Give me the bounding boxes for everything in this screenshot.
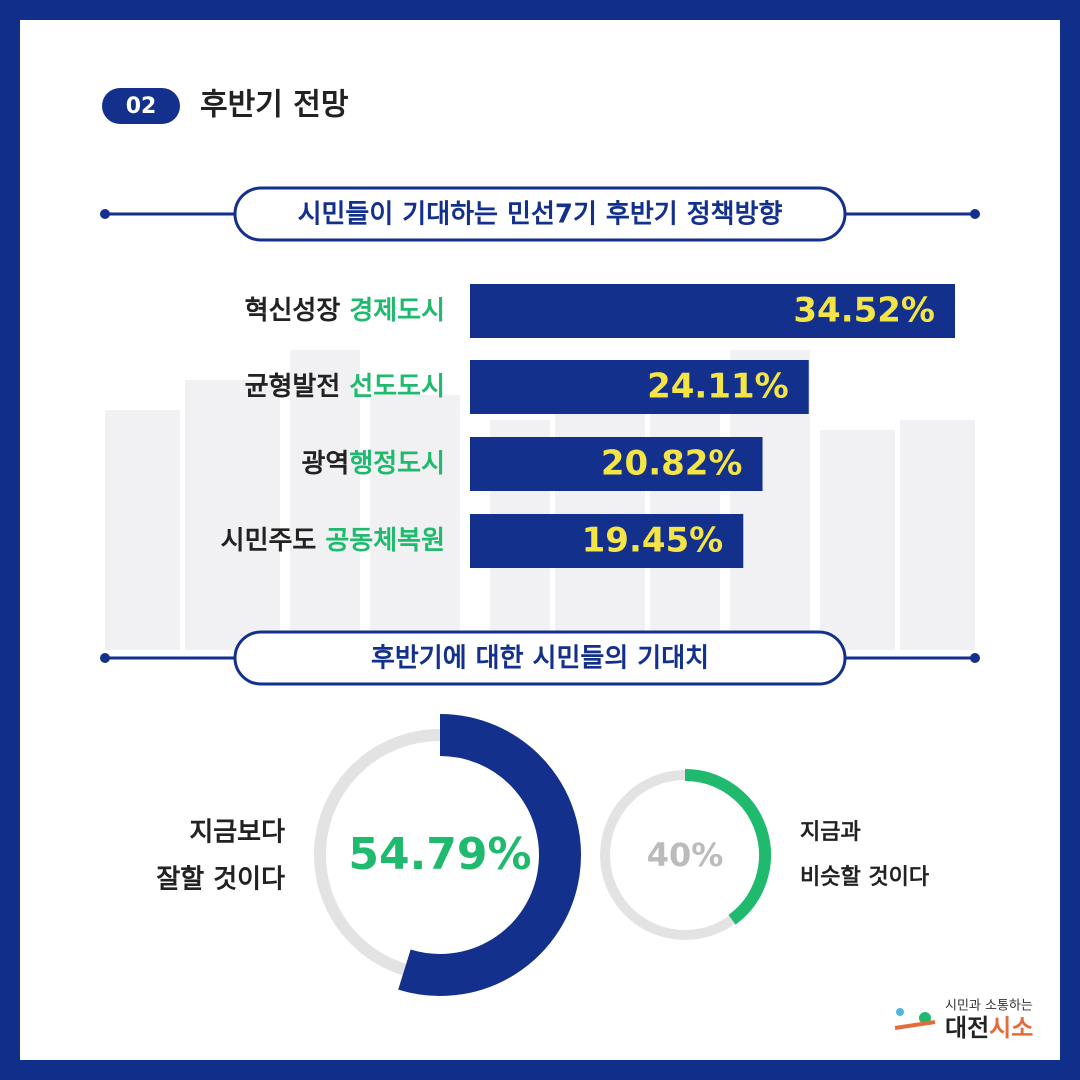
badge-number: 02 xyxy=(126,94,157,119)
logo-name: 대전시소 xyxy=(945,1014,1033,1042)
section-divider xyxy=(100,630,980,686)
category-label: 균형발전 선도도시 xyxy=(245,372,445,402)
value-label: 34.52% xyxy=(793,291,935,331)
category-label-part: 경제도시 xyxy=(349,296,445,326)
category-label-part: 행정도시 xyxy=(349,449,445,479)
bar xyxy=(470,514,744,568)
category-label: 지금과 xyxy=(800,820,861,845)
badge xyxy=(102,88,180,124)
category-label-part: 선도도시 xyxy=(349,372,445,402)
value-label: 19.45% xyxy=(582,521,724,561)
value-label: 54.79% xyxy=(348,829,531,880)
bar xyxy=(470,284,956,338)
chart-title: 시민들이 기대하는 민선7기 후반기 정책방향 xyxy=(298,200,783,230)
donut-arc xyxy=(684,769,771,925)
bar xyxy=(470,360,809,414)
category-label: 시민주도 공동체복원 xyxy=(221,526,445,556)
category-label-part: 혁신성장 xyxy=(245,296,350,326)
chart-title: 후반기에 대한 시민들의 기대치 xyxy=(371,644,709,674)
section-divider xyxy=(100,186,980,242)
donut-arc xyxy=(398,714,581,996)
category-label-part: 시민주도 xyxy=(221,526,326,556)
category-label: 지금보다 xyxy=(189,818,285,848)
category-label: 비슷할 것이다 xyxy=(800,865,930,890)
category-label: 혁신성장 경제도시 xyxy=(245,296,445,326)
logo-name-part: 시소 xyxy=(989,1014,1033,1042)
value-label: 40% xyxy=(647,836,724,874)
category-label: 잘할 것이다 xyxy=(156,865,285,895)
category-label: 광역행정도시 xyxy=(301,449,445,479)
bar xyxy=(470,437,763,491)
category-label-part: 공동체복원 xyxy=(325,526,445,556)
category-label-part: 균형발전 xyxy=(245,372,350,402)
category-label-part: 광역 xyxy=(301,449,349,479)
logo-name-part: 대전 xyxy=(945,1014,989,1042)
logo-tagline: 시민과 소통하는 xyxy=(945,999,1033,1014)
value-label: 24.11% xyxy=(647,367,789,407)
logo: 시민과 소통하는 대전시소 xyxy=(894,999,1033,1042)
page-title: 후반기 전망 xyxy=(200,88,349,123)
value-label: 20.82% xyxy=(601,444,743,484)
